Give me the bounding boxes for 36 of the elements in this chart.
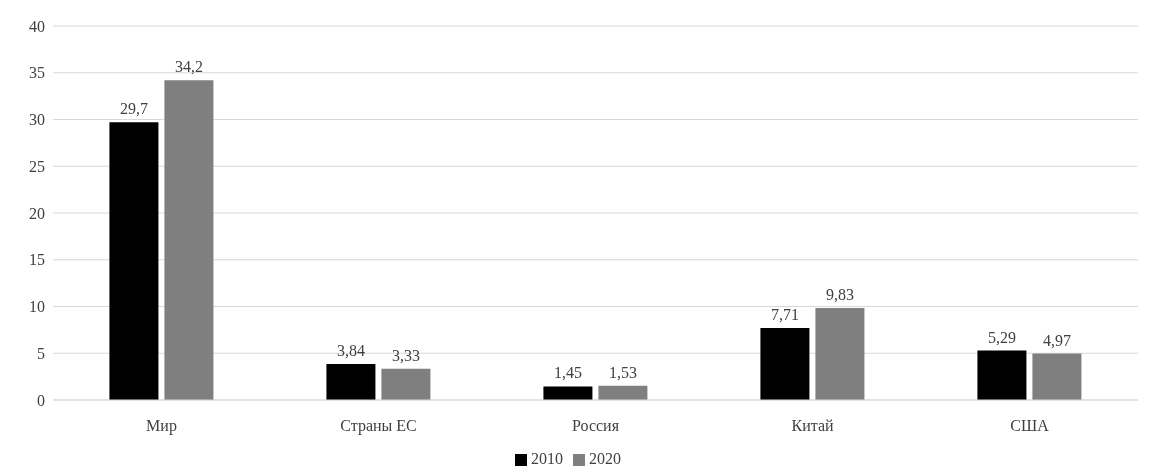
y-tick-label: 15 — [29, 251, 45, 269]
data-label: 1,45 — [553, 364, 582, 382]
x-tick-label: Китай — [791, 417, 834, 435]
x-tick-label: Россия — [571, 417, 620, 435]
data-label: 3,33 — [391, 346, 420, 364]
data-label: 7,71 — [770, 305, 799, 323]
bar — [977, 350, 1027, 400]
bar — [164, 80, 214, 400]
data-label: 1,53 — [608, 363, 637, 381]
bar — [815, 308, 865, 400]
legend-label: 2010 — [531, 450, 563, 467]
bar — [1032, 353, 1082, 400]
y-tick-label: 35 — [29, 64, 45, 82]
data-label: 34,2 — [174, 58, 203, 76]
bar — [109, 122, 159, 400]
bar — [543, 386, 593, 400]
data-label: 4,97 — [1042, 331, 1071, 349]
y-tick-label: 0 — [37, 391, 45, 409]
x-tick-label: США — [1010, 417, 1050, 435]
x-tick-label: Страны ЕС — [340, 417, 417, 436]
bar — [326, 364, 376, 400]
data-label: 5,29 — [987, 328, 1016, 346]
y-tick-label: 5 — [37, 344, 45, 362]
y-tick-label: 40 — [29, 17, 45, 35]
y-tick-label: 30 — [29, 111, 45, 129]
data-label: 3,84 — [336, 342, 365, 360]
bar — [381, 368, 431, 400]
data-label: 29,7 — [119, 100, 148, 118]
data-label: 9,83 — [825, 286, 854, 304]
y-tick-label: 10 — [29, 298, 45, 316]
y-tick-label: 25 — [29, 157, 45, 175]
y-tick-label: 20 — [29, 204, 45, 222]
legend-label: 2020 — [589, 450, 621, 467]
bar — [760, 327, 810, 400]
x-tick-label: Мир — [146, 417, 177, 436]
bar — [598, 385, 648, 400]
